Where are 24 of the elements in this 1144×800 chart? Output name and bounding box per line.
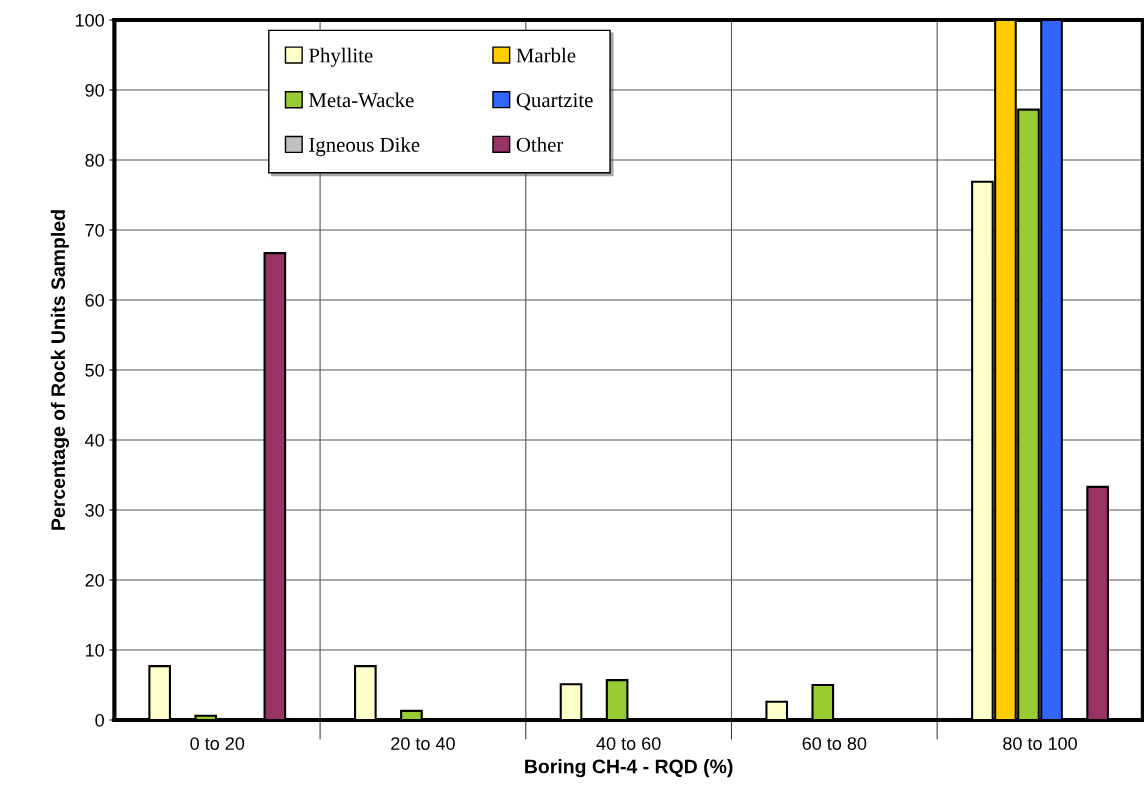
y-tick-label: 100 — [75, 13, 104, 27]
y-tick-label: 70 — [85, 223, 104, 237]
x-tick-label: 0 to 20 — [190, 737, 245, 750]
x-tick-label: 60 to 80 — [802, 737, 867, 750]
y-axis-title: Percentage of Rock Units Sampled — [50, 210, 69, 530]
y-tick-label: 60 — [85, 293, 104, 307]
y-tick-label: 50 — [85, 363, 104, 377]
y-tick-label: 0 — [95, 713, 104, 727]
y-tick-label: 20 — [85, 573, 104, 587]
y-tick-label: 30 — [85, 503, 104, 517]
y-tick-label: 80 — [85, 153, 104, 167]
x-tick-label: 20 to 40 — [391, 737, 455, 750]
x-tick-label: 40 to 60 — [596, 737, 661, 750]
legend-label: Igneous Dike — [309, 137, 420, 157]
x-axis-title: Boring CH-4 - RQD (%) — [525, 759, 733, 778]
x-tick-label: 80 to 100 — [1003, 737, 1077, 750]
y-tick-label: 40 — [85, 433, 104, 447]
legend-label: Other — [516, 137, 564, 152]
legend-label: Quartzite — [516, 93, 593, 111]
legend-label: Meta-Wacke — [308, 92, 414, 108]
y-tick-label: 10 — [85, 643, 104, 657]
y-tick-label: 90 — [85, 83, 104, 97]
legend-label: Phyllite — [308, 47, 373, 67]
legend-label: Marble — [516, 47, 576, 63]
